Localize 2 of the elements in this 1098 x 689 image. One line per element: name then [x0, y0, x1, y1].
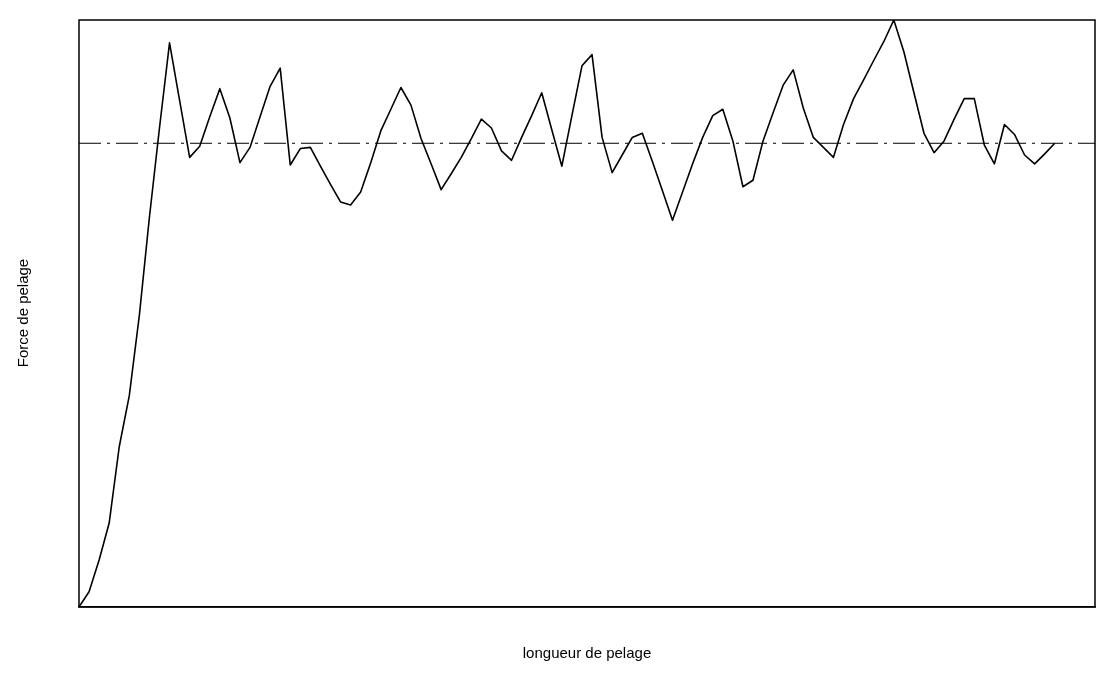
- y-axis-title: Force de pelage: [13, 258, 31, 368]
- x-axis-title: longueur de pelage: [522, 644, 652, 662]
